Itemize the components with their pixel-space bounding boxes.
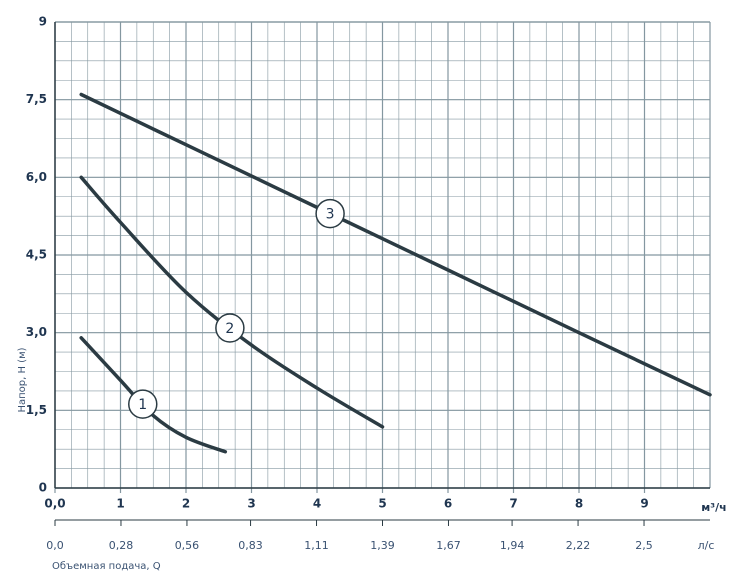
x2-tick-label: 1,67	[436, 539, 461, 552]
x2-tick-label: 0,56	[175, 539, 200, 552]
x2-tick-label: 0,0	[46, 539, 64, 552]
x-tick-label: 5	[378, 497, 386, 511]
x2-axis-label: Объемная подача, Q	[52, 561, 161, 572]
x2-tick-label: 0,83	[238, 539, 263, 552]
curve	[79, 336, 228, 454]
x-tick-label: 0,0	[44, 497, 65, 511]
x-tick-label: 9	[640, 497, 648, 511]
x2-tick-label: 1,39	[370, 539, 395, 552]
x2-tick-label: 2,5	[635, 539, 653, 552]
x-tick-label: 3	[247, 497, 255, 511]
x2-tick-label: 1,11	[304, 539, 329, 552]
curve-label: 2	[225, 321, 234, 337]
x2-tick-label: 2,22	[566, 539, 591, 552]
x-unit: м³/ч	[701, 501, 726, 514]
x-tick-label: 7	[509, 497, 517, 511]
curve-label-circle	[128, 389, 158, 419]
x-tick-label: 4	[313, 497, 321, 511]
curve-label-circle	[315, 198, 345, 229]
x-tick-label: 6	[444, 497, 452, 511]
y-tick-label: 1,5	[26, 403, 47, 417]
x-tick-label: 8	[575, 497, 583, 511]
curve-label: 3	[326, 207, 335, 223]
y-tick-label: 4,5	[26, 248, 47, 262]
x2-tick-label: 1,94	[500, 539, 525, 552]
y-axis-label: Напор, H (м)	[17, 347, 28, 412]
x2-tick-label: 0,28	[109, 539, 134, 552]
y-tick-label: 6,0	[26, 170, 47, 184]
x2-unit: л/с	[698, 539, 715, 552]
y-tick-label: 3,0	[26, 325, 47, 339]
y-tick-label: 0	[39, 481, 47, 495]
y-tick-label: 7,5	[26, 92, 47, 106]
curve-label-circle	[215, 313, 245, 343]
curve-label: 1	[138, 397, 147, 413]
curve	[79, 92, 712, 397]
y-tick-label: 9	[39, 15, 47, 29]
x-tick-label: 2	[182, 497, 190, 511]
x-tick-label: 1	[116, 497, 124, 511]
